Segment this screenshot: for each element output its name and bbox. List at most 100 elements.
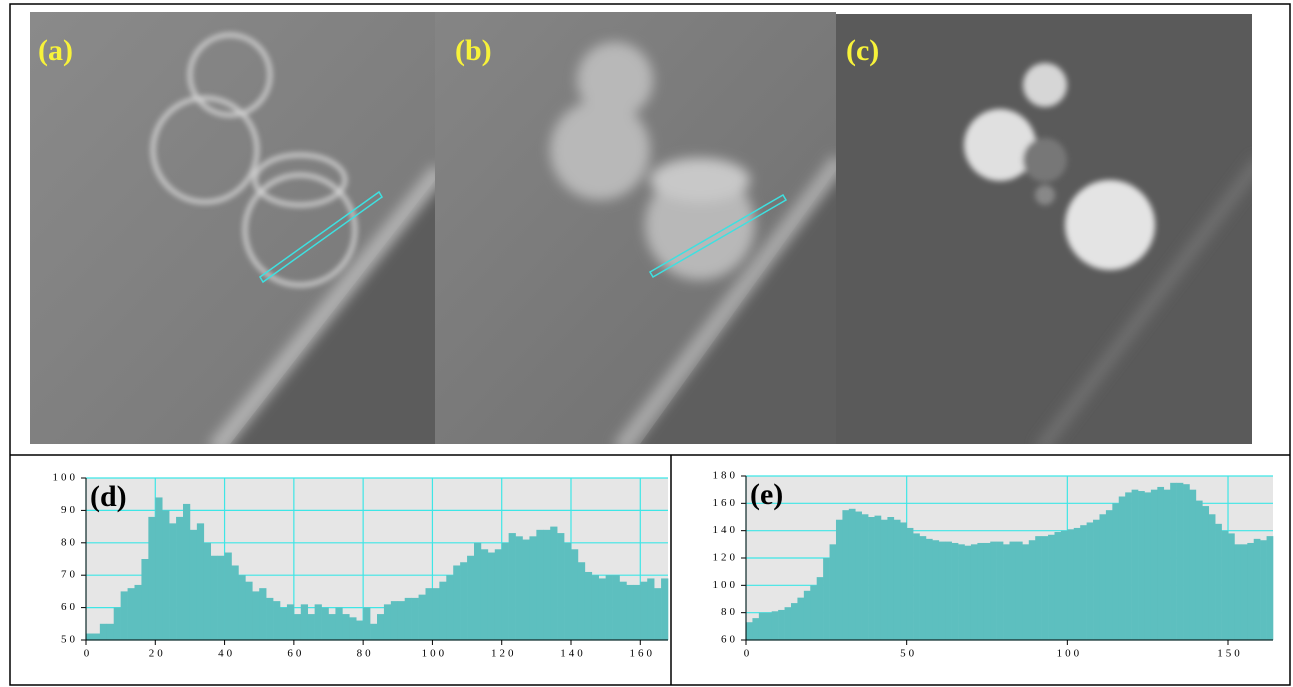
bar <box>419 595 426 640</box>
bar <box>211 556 218 640</box>
bar <box>356 621 363 640</box>
bar <box>958 544 965 640</box>
bar <box>990 542 997 640</box>
bar <box>322 608 329 640</box>
bar <box>926 539 933 640</box>
bar <box>855 512 862 640</box>
bar <box>1260 540 1267 640</box>
bar <box>661 578 668 640</box>
bar <box>1029 540 1036 640</box>
bar <box>107 624 114 640</box>
bar <box>971 544 978 640</box>
bar <box>791 603 798 640</box>
bar <box>543 530 550 640</box>
y-tick-label: 100 <box>53 472 79 484</box>
bar <box>997 542 1004 640</box>
bar <box>308 614 315 640</box>
bar <box>1157 487 1164 640</box>
bar <box>913 533 920 640</box>
bar <box>875 516 882 640</box>
bar <box>810 585 817 640</box>
bar <box>571 549 578 640</box>
y-tick-label: 100 <box>713 579 739 591</box>
bar <box>626 585 633 640</box>
y-tick-label: 50 <box>61 634 78 646</box>
bar <box>920 536 927 640</box>
bar <box>349 617 356 640</box>
x-tick-label: 20 <box>149 648 166 660</box>
bar <box>592 575 599 640</box>
x-tick-label: 100 <box>422 648 448 660</box>
bar <box>121 591 128 640</box>
bar <box>1234 544 1241 640</box>
bar <box>453 565 460 640</box>
bar <box>377 614 384 640</box>
bar <box>238 575 245 640</box>
bar <box>1035 536 1042 640</box>
bar <box>280 608 287 640</box>
bar <box>502 543 509 640</box>
bar <box>849 509 856 640</box>
bar <box>765 613 772 640</box>
bar <box>135 585 142 640</box>
bar <box>868 517 875 640</box>
bar <box>287 604 294 640</box>
bar <box>900 522 907 640</box>
y-tick-label: 60 <box>721 634 738 646</box>
bar <box>273 601 280 640</box>
bar <box>1177 483 1184 640</box>
bar <box>585 572 592 640</box>
bar <box>932 540 939 640</box>
bar <box>772 611 779 640</box>
image-b <box>435 12 840 450</box>
x-tick-label: 160 <box>630 648 656 660</box>
bar <box>1003 544 1010 640</box>
bar <box>405 598 412 640</box>
bar <box>488 553 495 640</box>
bar <box>939 542 946 640</box>
bar <box>1061 531 1068 640</box>
panel-label: (a) <box>38 34 73 67</box>
bar <box>412 598 419 640</box>
bar <box>232 565 239 640</box>
bar <box>633 585 640 640</box>
bar <box>301 604 308 640</box>
bar <box>100 624 107 640</box>
y-tick-label: 80 <box>61 536 78 548</box>
x-tick-label: 40 <box>218 648 235 660</box>
bar <box>335 608 342 640</box>
bar <box>86 634 93 640</box>
bar <box>564 543 571 640</box>
bar <box>1074 528 1081 640</box>
bar <box>977 543 984 640</box>
bar <box>759 613 766 640</box>
bar <box>148 517 155 640</box>
x-tick-label: 60 <box>287 648 304 660</box>
bar <box>836 520 843 640</box>
bar <box>907 528 914 640</box>
bar <box>1170 483 1177 640</box>
bar <box>516 536 523 640</box>
bar <box>746 622 753 640</box>
bar <box>141 559 148 640</box>
bar <box>984 543 991 640</box>
bar <box>1254 539 1261 640</box>
bar <box>495 549 502 640</box>
x-tick-label: 100 <box>1057 648 1083 660</box>
bar <box>536 530 543 640</box>
bar <box>329 614 336 640</box>
bar <box>439 582 446 640</box>
bar <box>640 582 647 640</box>
x-tick-label: 150 <box>1217 648 1243 660</box>
bar <box>1196 501 1203 640</box>
bar <box>363 608 370 640</box>
y-tick-label: 180 <box>713 470 739 482</box>
bar <box>529 536 536 640</box>
bar <box>474 543 481 640</box>
bar <box>245 582 252 640</box>
bar <box>426 588 433 640</box>
bar <box>778 610 785 640</box>
bar <box>1125 492 1132 640</box>
bar <box>1228 533 1235 640</box>
bar <box>862 514 869 640</box>
